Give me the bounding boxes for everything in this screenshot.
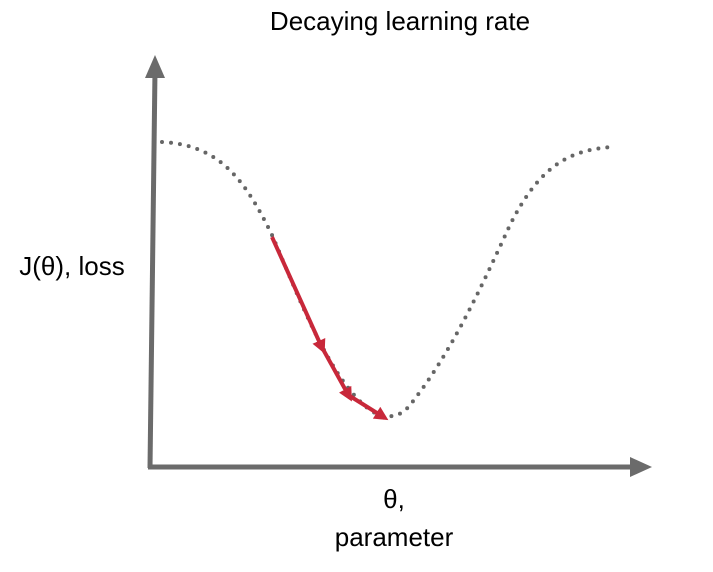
x-axis-arrowhead <box>630 457 652 477</box>
y-axis-label: J(θ), loss <box>19 251 124 281</box>
diagram-title: Decaying learning rate <box>270 6 530 36</box>
y-axis <box>147 69 158 469</box>
y-axis-arrowhead <box>145 55 165 78</box>
loss-curve <box>160 140 614 419</box>
x-axis-label-line1: θ, <box>383 484 405 514</box>
step-arrow-3 <box>343 391 389 421</box>
x-axis-label-line2: parameter <box>335 522 454 552</box>
descent-steps <box>270 236 389 421</box>
step-arrow-2 <box>317 341 352 402</box>
step-arrow-1 <box>270 236 326 354</box>
